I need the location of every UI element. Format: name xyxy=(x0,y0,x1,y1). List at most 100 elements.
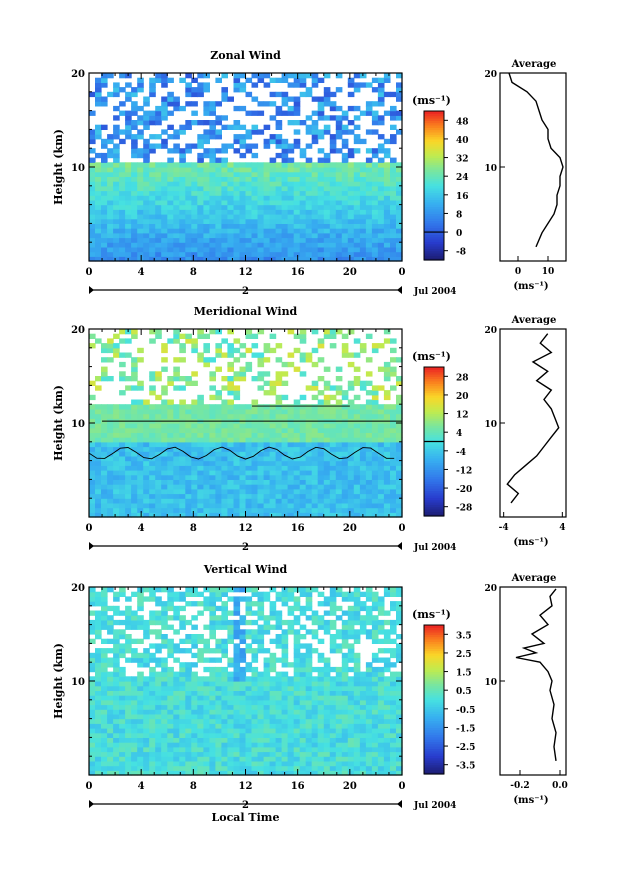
heatmap-cell xyxy=(119,634,126,640)
heatmap-cell xyxy=(155,465,162,471)
heatmap-cell xyxy=(353,446,361,452)
heatmap-cell xyxy=(131,695,138,701)
heatmap-cell xyxy=(197,214,204,220)
heatmap-cell xyxy=(95,699,102,706)
heatmap-cell xyxy=(233,134,241,140)
heatmap-cell xyxy=(353,615,361,621)
heatmap-cell xyxy=(179,199,186,206)
heatmap-cell xyxy=(311,704,319,710)
heatmap-cell xyxy=(245,760,253,767)
heatmap-cell xyxy=(95,671,102,677)
heatmap-cell xyxy=(317,742,325,748)
heatmap-cell xyxy=(95,770,102,776)
heatmap-cell xyxy=(89,756,96,762)
heatmap-cell xyxy=(287,605,295,612)
heatmap-cell xyxy=(281,652,289,659)
heatmap-cell xyxy=(95,152,102,159)
heatmap-cell xyxy=(257,685,265,691)
heatmap-cell xyxy=(251,610,259,616)
heatmap-cell xyxy=(113,638,120,644)
heatmap-cell xyxy=(143,728,150,734)
heatmap-cell xyxy=(341,246,349,253)
heatmap-cell xyxy=(311,73,319,79)
heatmap-cell xyxy=(101,152,108,159)
colorbar-segment xyxy=(424,439,444,443)
heatmap-cell xyxy=(209,455,216,462)
heatmap-cell xyxy=(281,470,289,476)
heatmap-cell xyxy=(89,742,96,748)
heatmap-cell xyxy=(119,329,126,335)
heatmap-cell xyxy=(335,124,343,130)
heatmap-cell xyxy=(173,605,180,612)
heatmap-cell xyxy=(341,143,349,149)
heatmap-cell xyxy=(281,671,289,677)
heatmap-cell xyxy=(287,214,295,220)
heatmap-cell xyxy=(203,484,210,490)
heatmap-cell xyxy=(131,251,138,257)
heatmap-cell xyxy=(299,148,307,154)
heatmap-cell xyxy=(95,681,102,687)
heatmap-cell xyxy=(197,171,204,177)
heatmap-cell xyxy=(251,723,259,729)
heatmap-cell xyxy=(227,596,234,602)
heatmap-cell xyxy=(101,371,108,377)
heatmap-cell xyxy=(227,746,234,753)
heatmap-cell xyxy=(173,451,180,457)
heatmap-cell xyxy=(347,441,355,448)
heatmap-cell xyxy=(155,676,162,682)
heatmap-cell xyxy=(203,488,210,495)
heatmap-cell xyxy=(347,498,355,504)
heatmap-cell xyxy=(371,394,379,401)
heatmap-cell xyxy=(329,214,337,220)
heatmap-cell xyxy=(221,704,228,710)
heatmap-cell xyxy=(209,732,216,738)
heatmap-cell xyxy=(323,601,331,607)
heatmap-cell xyxy=(323,242,331,248)
heatmap-cell xyxy=(257,591,265,597)
heatmap-cell xyxy=(107,223,114,229)
heatmap-cell xyxy=(275,681,283,687)
heatmap-cell xyxy=(377,493,385,499)
heatmap-cell xyxy=(347,380,355,386)
heatmap-cell xyxy=(383,228,391,234)
heatmap-cell xyxy=(335,237,343,243)
heatmap-cell xyxy=(269,498,277,504)
colorbar-segment xyxy=(424,397,444,401)
heatmap-cell xyxy=(125,129,132,135)
heatmap-cell xyxy=(101,770,108,776)
heatmap-cell xyxy=(149,676,156,682)
heatmap-cell xyxy=(137,704,144,710)
heatmap-cell xyxy=(221,671,228,677)
heatmap-cell xyxy=(299,643,307,649)
heatmap-cell xyxy=(131,87,138,93)
heatmap-cell xyxy=(125,352,132,358)
colorbar-segment xyxy=(424,220,444,224)
heatmap-cell xyxy=(299,251,307,257)
heatmap-cell xyxy=(185,73,192,79)
heatmap-cell xyxy=(215,251,222,257)
heatmap-cell xyxy=(347,246,355,253)
heatmap-cell xyxy=(323,413,331,419)
heatmap-cell xyxy=(269,737,277,743)
heatmap-cell xyxy=(287,695,295,701)
heatmap-cell xyxy=(365,709,373,715)
heatmap-cell xyxy=(329,204,337,210)
heatmap-cell xyxy=(221,591,228,597)
heatmap-cell xyxy=(107,704,114,710)
heatmap-cell xyxy=(107,209,114,215)
heatmap-cell xyxy=(191,110,198,116)
heatmap-cell xyxy=(281,765,289,771)
heatmap-cell xyxy=(251,228,259,234)
heatmap-cell xyxy=(341,596,349,602)
heatmap-cell xyxy=(275,408,283,415)
heatmap-cell xyxy=(396,380,403,386)
heatmap-cell xyxy=(293,209,301,215)
heatmap-cell xyxy=(371,199,379,206)
heatmap-cell xyxy=(329,638,337,644)
heatmap-cell xyxy=(215,507,222,513)
heatmap-cell xyxy=(101,204,108,210)
heatmap-cell xyxy=(173,333,180,339)
heatmap-cell xyxy=(197,195,204,201)
heatmap-cell xyxy=(299,394,307,401)
heatmap-cell xyxy=(347,507,355,513)
